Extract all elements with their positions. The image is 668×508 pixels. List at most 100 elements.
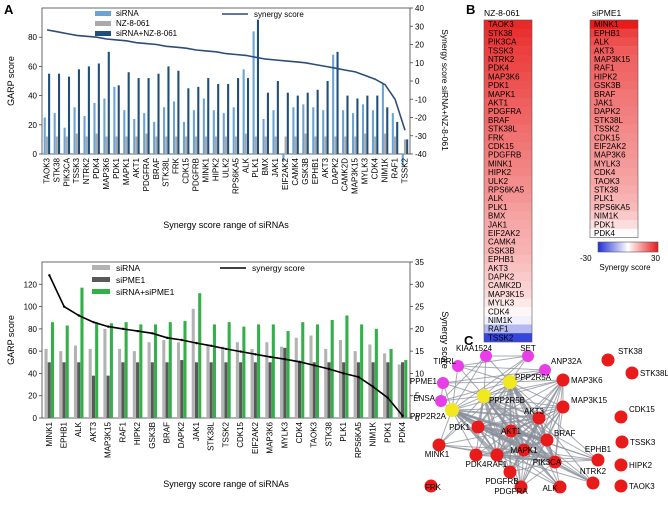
xtick-label-camk2d: CAMK2D	[341, 158, 350, 192]
bar-sirna-eif2ak2	[250, 348, 254, 418]
xtick-label-braf: BRAF	[163, 422, 172, 443]
synergy-point-plk1	[342, 372, 345, 375]
heat-label-akt3: AKT3	[488, 264, 509, 273]
xtick-label-pik3ca: PIK3CA	[62, 157, 71, 186]
heat-cell-camk4	[484, 237, 532, 247]
xtick-label-camk4: CAMK4	[291, 157, 300, 185]
legend-label-combo: siRNA+NZ-8-061	[116, 29, 178, 38]
bar-nz-8-061-ephb1	[314, 136, 317, 154]
bar-sirna-nz-8-061-gsk3b	[306, 92, 309, 154]
xtick-label-akt1: AKT1	[132, 157, 141, 178]
xtick-label-stk38: STK38	[324, 421, 333, 446]
bar-nz-8-061-akt1	[135, 136, 138, 154]
xtick-label-plk1: PLK1	[339, 421, 348, 441]
node-label-tssk3: TSSK3	[630, 438, 656, 447]
heat-label-dapk2: DAPK2	[594, 107, 621, 116]
node-pdk4	[469, 448, 483, 462]
bar-nz-8-061-raf1	[393, 136, 397, 154]
heat-label-pdk4: PDK4	[488, 64, 509, 73]
xtick-label-cdk4: CDK4	[371, 157, 380, 179]
legend-swatch-sirna	[95, 11, 111, 16]
heat-cell-pdk4	[590, 228, 638, 238]
bar-nz-8-061-alk	[244, 133, 247, 154]
ytick-right-label-35: 35	[415, 258, 424, 267]
node-ntrk2	[586, 476, 600, 490]
heat-cell-akt3	[484, 263, 532, 273]
bar-sipme1-pdk1	[386, 362, 390, 418]
ytick-label-100: 100	[24, 303, 38, 312]
node-kiaa1524	[480, 350, 492, 362]
bar-sirna-braf	[153, 121, 156, 154]
heat-frame	[483, 19, 533, 343]
heat-label-raf1: RAF1	[594, 64, 615, 73]
bar-sirna-rps6ka5	[353, 351, 357, 418]
node-mink1	[432, 438, 446, 452]
heat-cell-jak1	[484, 220, 532, 230]
edge-ensa-kiaa1524	[440, 355, 487, 402]
bar-sirna-sipme1-jak1	[198, 293, 202, 418]
heat-label-stk38l: STK38L	[488, 125, 517, 134]
bar-sirna-pdgfra	[143, 113, 146, 154]
edge-pdk4-pik3ca	[475, 454, 556, 463]
bar-sipme1-nim1k	[371, 362, 375, 418]
bar-sirna-nz-8-061-pik3ca	[67, 76, 71, 154]
bar-sirna-frk	[172, 101, 176, 154]
bar-sirna-cdk15	[182, 121, 186, 154]
bar-sirna-tssk2	[221, 346, 225, 418]
bar-sirna-dapk2	[176, 342, 181, 418]
heat-cell-mapk1	[484, 89, 532, 99]
node-label-braf: BRAF	[554, 429, 575, 438]
heat-label-pdk1: PDK1	[488, 81, 509, 90]
bar-sirna-hipk2	[132, 351, 136, 418]
heat-cell-pdk1	[484, 80, 532, 90]
xtick-label-pdk1: PDK1	[383, 421, 392, 442]
ytick-right-label-0: 0	[415, 77, 420, 86]
bar-sirna-nz-8-061-taok3	[48, 73, 51, 154]
bar-sirna-nz-8-061-alk	[246, 78, 250, 154]
bar-sirna-rps6ka5	[232, 107, 235, 154]
synergy-point-mylk3	[283, 357, 287, 361]
heat-cell-nim1k	[484, 315, 532, 325]
bar-sirna-pdk1	[383, 353, 387, 418]
heat-label-pdgfrb: PDGFRB	[488, 151, 521, 160]
bar-sirna-nz-8-061-mylk3	[366, 95, 369, 154]
bar-sirna-nz-8-061-braf	[157, 73, 160, 154]
synergy-point-taok3	[313, 364, 316, 367]
bar-sirna-jak1	[191, 308, 195, 418]
synergy-point-nim1k	[372, 385, 375, 388]
heat-cell-map3k15	[484, 289, 532, 299]
ytick-right-label-30: 30	[415, 280, 424, 289]
bar-sirna-nz-8-061-camk2d	[346, 95, 349, 154]
synergy-point-ephb1	[62, 305, 66, 308]
heat-label-dapk2: DAPK2	[488, 273, 515, 282]
node-label-ephb1: EPHB1	[585, 445, 612, 454]
bar-sirna-pdk1	[113, 86, 116, 154]
heat-label-plk1: PLK1	[488, 203, 508, 212]
bar-nz-8-061-ulk2	[224, 136, 227, 154]
synergy-point-map3k15	[107, 325, 110, 328]
edge-braf-map3k6	[546, 379, 564, 441]
edge-ppme1-ppp2r5b	[442, 382, 485, 397]
edge-ppp2r5b-ephb1	[483, 395, 599, 461]
bar-sirna-sipme1-stk38l	[212, 324, 216, 418]
heat-cell-mylk3	[590, 159, 638, 169]
xtick-label-map3k15: MAP3K15	[104, 421, 113, 458]
bar-sirna-nz-8-061-pdk4	[97, 63, 100, 155]
legend-label-sirna: siRNA	[116, 9, 139, 18]
ytick-right-label-30: 30	[415, 22, 424, 31]
heat-label-mylk3: MYLK3	[488, 299, 515, 308]
bar-sirna-sipme1-eif2ak2	[257, 324, 261, 418]
xtick-label-hipk2: HIPK2	[211, 157, 220, 181]
synergy-line	[46, 29, 406, 131]
ytick-label-60: 60	[28, 62, 37, 71]
bar-sipme1-cdk4	[297, 362, 302, 418]
xtick-label-raf1: RAF1	[390, 157, 399, 178]
bar-sirna-nz-8-061-tssk3	[77, 69, 80, 154]
chart-a-top-xlabel: Synergy score range of siRNAs	[163, 220, 289, 230]
heat-cell-hipk2	[484, 167, 532, 177]
bar-nz-8-061-pdk4	[95, 133, 98, 154]
heat-cell-eif2ak2	[484, 228, 532, 238]
bar-sirna-sipme1-mink1	[50, 322, 55, 418]
heat-cell-pdgfrb	[484, 150, 532, 160]
xtick-label-nim1k: NIM1K	[369, 421, 378, 446]
